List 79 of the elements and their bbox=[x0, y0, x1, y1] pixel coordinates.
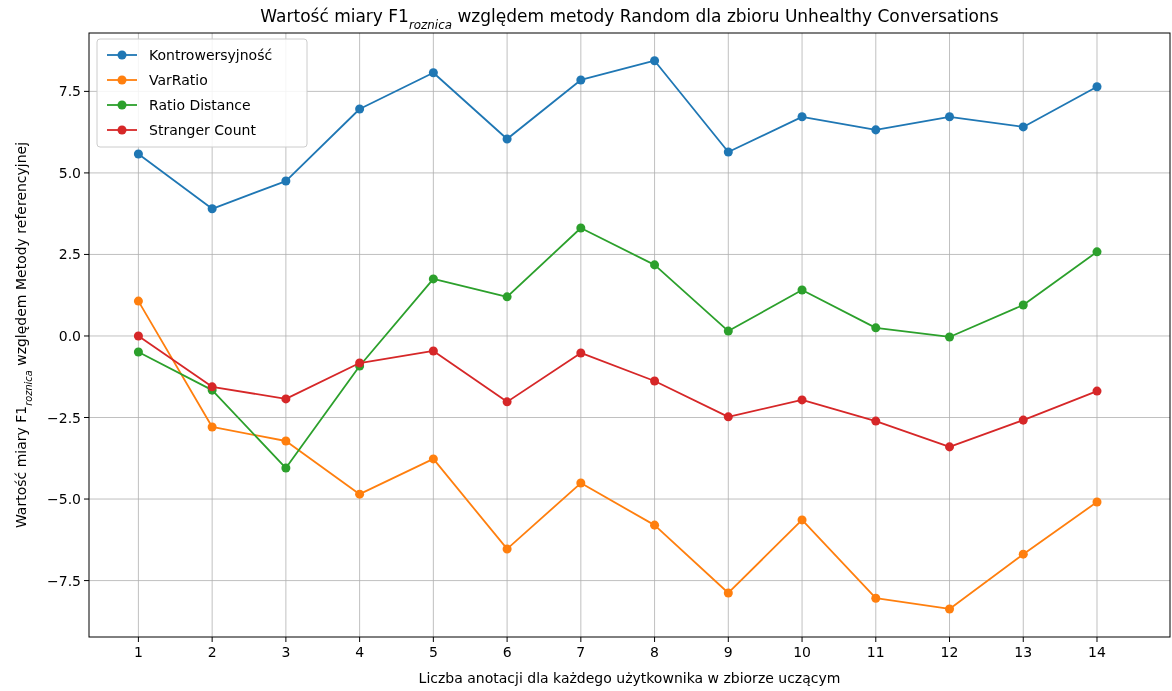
y-tick-label: 2.5 bbox=[58, 246, 81, 263]
point bbox=[650, 376, 660, 386]
x-tick-label: 8 bbox=[650, 644, 660, 660]
point bbox=[797, 395, 807, 405]
point bbox=[1018, 415, 1028, 425]
point bbox=[797, 112, 807, 122]
y-tick-label: 7.5 bbox=[58, 83, 81, 100]
y-tick-label: −5.0 bbox=[47, 491, 81, 508]
point bbox=[576, 348, 586, 358]
point bbox=[281, 436, 291, 446]
point bbox=[871, 125, 881, 135]
point bbox=[207, 422, 217, 432]
point bbox=[428, 454, 438, 464]
point bbox=[1092, 82, 1102, 92]
point bbox=[797, 285, 807, 295]
point bbox=[1018, 300, 1028, 310]
point bbox=[723, 147, 733, 157]
x-tick-label: 3 bbox=[281, 644, 291, 660]
point bbox=[797, 515, 807, 525]
x-axis-title: Liczba anotacji dla każdego użytkownika w zbiorze uczącym bbox=[418, 670, 841, 686]
point bbox=[281, 176, 291, 186]
point bbox=[576, 478, 586, 488]
point bbox=[1092, 247, 1102, 257]
point bbox=[1018, 549, 1028, 559]
x-tick-label: 4 bbox=[355, 644, 365, 660]
point bbox=[871, 323, 881, 333]
point bbox=[945, 112, 955, 122]
point bbox=[207, 204, 217, 214]
point bbox=[133, 331, 143, 341]
point bbox=[355, 104, 365, 114]
point bbox=[502, 544, 512, 554]
legend-label: Stranger Count bbox=[149, 122, 257, 138]
point bbox=[871, 593, 881, 603]
point bbox=[723, 412, 733, 422]
point bbox=[1092, 497, 1102, 507]
legend-label: VarRatio bbox=[149, 72, 208, 88]
x-tick-label: 13 bbox=[1014, 644, 1033, 660]
point bbox=[502, 134, 512, 144]
y-tick-label: −7.5 bbox=[47, 572, 81, 589]
x-tick-label: 7 bbox=[576, 644, 586, 660]
x-tick-label: 14 bbox=[1088, 644, 1106, 660]
point bbox=[650, 520, 660, 530]
point bbox=[428, 68, 438, 78]
point bbox=[650, 56, 660, 66]
legend-label: Ratio Distance bbox=[149, 97, 251, 113]
x-tick-label: 5 bbox=[428, 644, 438, 660]
y-tick-label: 5.0 bbox=[58, 164, 81, 181]
y-tick-label: −2.5 bbox=[47, 409, 81, 426]
point bbox=[502, 397, 512, 407]
point bbox=[428, 274, 438, 284]
point bbox=[502, 292, 512, 302]
point bbox=[133, 296, 143, 306]
point bbox=[945, 442, 955, 452]
point bbox=[355, 489, 365, 499]
x-tick-label: 2 bbox=[207, 644, 217, 660]
point bbox=[576, 75, 586, 85]
x-tick-label: 12 bbox=[940, 644, 959, 660]
point bbox=[871, 416, 881, 426]
point bbox=[723, 588, 733, 598]
point bbox=[723, 326, 733, 336]
point bbox=[1018, 122, 1028, 132]
point bbox=[1092, 386, 1102, 396]
x-tick-label: 1 bbox=[133, 644, 143, 660]
point bbox=[133, 347, 143, 357]
point bbox=[945, 604, 955, 614]
point bbox=[945, 332, 955, 342]
point bbox=[576, 223, 586, 233]
point bbox=[281, 394, 291, 404]
x-tick-label: 10 bbox=[793, 644, 811, 660]
legend-label: Kontrowersyjność bbox=[149, 47, 273, 63]
x-tick-label: 9 bbox=[723, 644, 733, 660]
y-tick-label: 0.0 bbox=[58, 327, 81, 344]
x-tick-label: 6 bbox=[502, 644, 512, 660]
x-tick-label: 11 bbox=[866, 644, 885, 660]
point bbox=[428, 346, 438, 356]
point bbox=[133, 149, 143, 159]
point bbox=[650, 260, 660, 270]
chart-title: Wartość miary F1$_{roznica}$ względem metody Random dla zbioru Unhealthy Conversations bbox=[260, 6, 999, 32]
point bbox=[281, 463, 291, 473]
